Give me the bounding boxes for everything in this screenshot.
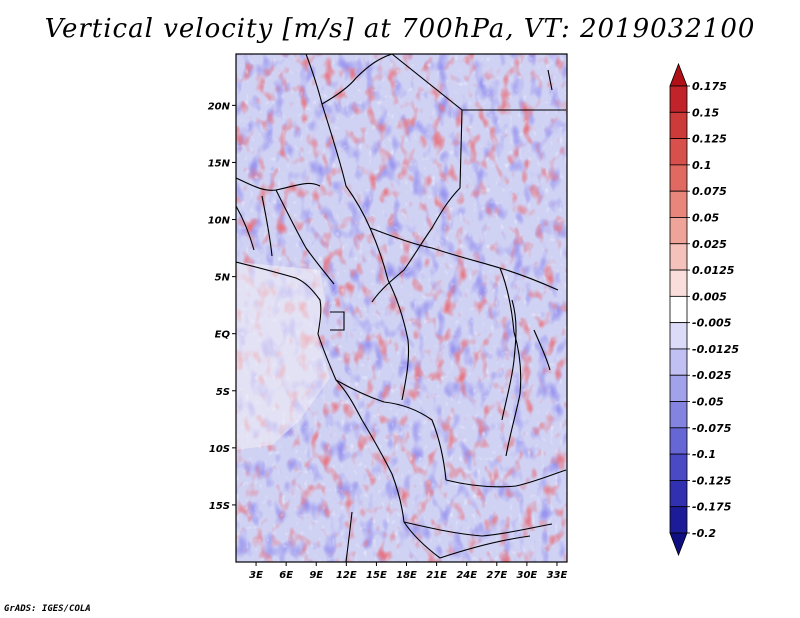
- map-title: Vertical velocity [m/s] at 700hPa, VT: 2…: [44, 14, 756, 44]
- legend-label: -0.125: [692, 474, 732, 487]
- lat-tick-label: EQ: [215, 330, 231, 341]
- legend-swatch: [669, 111, 688, 139]
- legend-swatch: [669, 348, 688, 376]
- lon-tick-label: 15E: [366, 570, 387, 581]
- lon-tick-label: 18E: [396, 570, 417, 581]
- legend-swatch: [669, 138, 688, 166]
- legend-swatch: [669, 401, 688, 429]
- legend-label: -0.1: [692, 448, 716, 461]
- legend-swatch: [669, 480, 688, 508]
- legend-swatch: [669, 190, 688, 218]
- lat-tick-label: 15N: [208, 158, 231, 169]
- lat-tick-label: 10S: [209, 444, 230, 455]
- legend-label: -0.175: [692, 501, 732, 514]
- legend-label: -0.2: [692, 527, 716, 540]
- lon-tick-label: 6E: [279, 570, 293, 581]
- lat-tick-label: 20N: [208, 101, 231, 112]
- legend-label: -0.0125: [692, 343, 739, 356]
- legend-label: 0.0125: [692, 264, 735, 277]
- lon-tick-label: 21E: [426, 570, 447, 581]
- legend-label: -0.075: [692, 422, 732, 435]
- legend-label: -0.005: [692, 317, 732, 330]
- legend-label: -0.025: [692, 369, 732, 382]
- country-borders: [236, 54, 567, 562]
- legend-label: 0.025: [692, 238, 727, 251]
- legend-swatch: [669, 164, 688, 192]
- lon-tick-label: 30E: [517, 570, 538, 581]
- lon-tick-label: 33E: [547, 570, 568, 581]
- lon-tick-label: 24E: [456, 570, 477, 581]
- legend-label: 0.005: [692, 290, 727, 303]
- legend-label: 0.1: [692, 159, 712, 172]
- legend-swatch: [669, 217, 688, 245]
- color-scale-legend: 0.175 0.15 0.125 0.1 0.075 0.05 0.025 0.0125 0.0…: [669, 62, 739, 557]
- legend-label: 0.125: [692, 133, 727, 146]
- legend-swatch: [669, 427, 688, 455]
- lat-tick-label: 5N: [215, 273, 231, 284]
- legend-swatch: [669, 269, 688, 297]
- legend-label: 0.175: [692, 80, 727, 93]
- legend-label: -0.05: [692, 396, 724, 409]
- legend-label: 0.075: [692, 185, 727, 198]
- legend-swatch: [669, 243, 688, 271]
- map-frame: [235, 53, 568, 563]
- lat-tick-label: 10N: [208, 216, 231, 227]
- lon-tick-label: 12E: [336, 570, 357, 581]
- legend-swatch: [669, 85, 688, 113]
- legend-swatch: [669, 374, 688, 402]
- lon-tick-label: 27E: [486, 570, 507, 581]
- lon-tick-label: 3E: [249, 570, 263, 581]
- lat-tick-label: 5S: [216, 387, 230, 398]
- vertical-velocity-field: [236, 54, 567, 562]
- grads-credit: GrADS: IGES/COLA: [4, 604, 91, 614]
- lat-tick-label: 15S: [209, 501, 230, 512]
- legend-swatch: [669, 295, 688, 324]
- lon-tick-label: 9E: [309, 570, 323, 581]
- latitude-axis: 20N 15N 10N 5N EQ 5S 10S 15S: [208, 101, 236, 512]
- legend-arrow-top: [669, 62, 688, 87]
- legend-arrow-bottom: [669, 532, 688, 557]
- legend-swatch: [669, 322, 688, 350]
- legend-label: 0.05: [692, 211, 719, 224]
- legend-swatch: [669, 506, 688, 534]
- longitude-axis: 3E 6E 9E 12E 15E 18E 21E 24E 27E 30E 33E: [249, 562, 568, 581]
- legend-label: 0.15: [692, 106, 719, 119]
- legend-swatch: [669, 453, 688, 481]
